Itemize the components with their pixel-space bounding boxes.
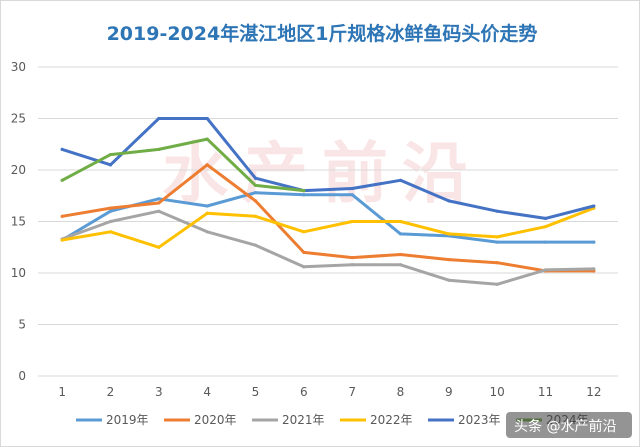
data-point (157, 147, 161, 151)
data-point (398, 232, 403, 236)
data-point (108, 209, 113, 213)
y-tick-label: 15 (11, 215, 26, 229)
data-point (350, 186, 354, 191)
x-axis-labels: 1 2 3 4 5 6 7 8 9 10 11 12 (58, 385, 601, 399)
legend-label: 2019年 (106, 413, 149, 427)
data-point (592, 267, 596, 271)
y-tick-label: 20 (11, 163, 26, 177)
data-point (350, 263, 354, 267)
series-line (60, 191, 596, 244)
data-point (543, 240, 548, 244)
attribution-badge (506, 412, 632, 438)
x-tick-label: 2 (107, 385, 115, 399)
data-point (157, 245, 161, 249)
y-tick-label: 25 (11, 112, 26, 126)
data-point (253, 243, 258, 247)
x-tick-label: 9 (445, 385, 453, 399)
x-tick-label: 10 (490, 385, 505, 399)
series-line (60, 163, 596, 273)
x-tick-label: 4 (203, 385, 211, 399)
x-tick-label: 1 (58, 385, 66, 399)
gridlines (38, 66, 618, 377)
data-point (253, 199, 258, 203)
series-line (60, 117, 596, 220)
data-point (350, 219, 354, 224)
data-point (398, 252, 403, 257)
data-point (205, 211, 209, 215)
data-point (253, 176, 258, 180)
data-point (447, 278, 451, 282)
data-point (253, 191, 258, 195)
x-tick-label: 7 (348, 385, 356, 399)
series-lines (60, 116, 596, 286)
x-tick-label: 6 (300, 385, 308, 399)
data-point (543, 216, 548, 221)
y-tick-label: 0 (18, 369, 26, 383)
data-point (350, 193, 354, 197)
attribution-text: 头条 @水产前沿 (514, 419, 617, 435)
data-point (205, 204, 209, 208)
data-point (302, 189, 306, 193)
data-point (302, 193, 306, 197)
legend-label: 2022年 (370, 413, 413, 427)
data-point (108, 219, 113, 224)
legend-label: 2020年 (194, 413, 237, 427)
data-point (495, 240, 499, 244)
data-point (495, 261, 499, 265)
data-point (205, 116, 209, 121)
data-point (447, 232, 451, 236)
data-point (398, 178, 403, 182)
data-point (157, 116, 161, 121)
data-point (157, 209, 161, 213)
data-point (592, 204, 596, 208)
y-tick-label: 5 (18, 318, 26, 332)
data-point (543, 268, 548, 272)
chart-title: 2019-2024年湛江地区1斤规格冰鲜鱼码头价走势 (107, 22, 538, 45)
data-point (253, 183, 258, 188)
data-point (157, 197, 161, 201)
legend-label: 2021年 (282, 413, 325, 427)
data-point (253, 214, 258, 218)
data-point (398, 219, 403, 224)
y-tick-label: 30 (11, 60, 26, 74)
data-point (60, 178, 64, 182)
data-point (302, 230, 306, 234)
data-point (350, 255, 354, 260)
data-point (495, 209, 499, 213)
data-point (447, 199, 451, 203)
data-point (60, 238, 64, 242)
data-point (205, 163, 209, 167)
data-point (495, 235, 499, 239)
x-tick-label: 12 (586, 385, 601, 399)
series-line (60, 209, 596, 286)
data-point (60, 214, 64, 218)
x-tick-label: 5 (252, 385, 260, 399)
x-tick-label: 11 (538, 385, 553, 399)
series-line (60, 137, 306, 193)
watermark: 水产前沿 (162, 135, 482, 212)
series-line (60, 206, 596, 249)
x-tick-label: 3 (155, 385, 163, 399)
data-point (302, 250, 306, 254)
legend-label: 2023年 (458, 413, 501, 427)
x-tick-label: 8 (397, 385, 405, 399)
data-point (447, 258, 451, 262)
data-point (592, 240, 596, 244)
y-axis-labels: 0 5 10 15 20 25 30 (11, 60, 26, 383)
data-point (108, 230, 113, 234)
data-point (543, 225, 548, 229)
y-tick-label: 10 (11, 266, 26, 280)
data-point (108, 152, 113, 157)
data-point (398, 263, 403, 267)
data-point (60, 147, 64, 151)
data-point (205, 137, 209, 141)
data-point (108, 163, 113, 167)
data-point (157, 201, 161, 205)
data-point (205, 230, 209, 234)
data-point (495, 282, 499, 286)
data-point (302, 265, 306, 269)
data-point (108, 206, 113, 210)
